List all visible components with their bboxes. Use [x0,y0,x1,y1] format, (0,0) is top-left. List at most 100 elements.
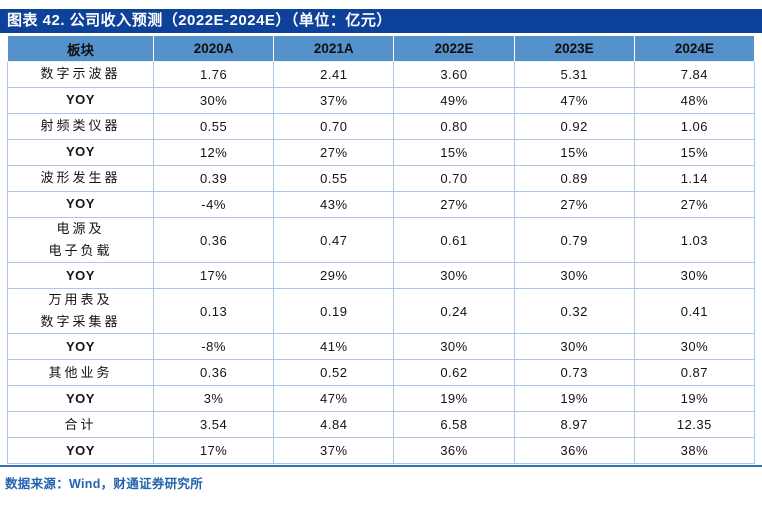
value-cell: 15% [393,139,515,166]
row-label: 万用表及 数字采集器 [7,288,154,335]
value-cell: 12% [152,139,275,166]
value-cell: 30% [393,262,515,290]
column-header-2024e: 2024E [633,35,756,62]
row-label: 射频类仪器 [7,113,154,140]
row-label: YOY [7,191,154,218]
table-row: YOY 3% 47% 19% 19% 19% [7,385,756,413]
value-cell: 0.87 [633,359,756,387]
table-row: YOY 17% 37% 36% 36% 38% [7,437,756,465]
value-cell: 48% [633,87,756,114]
column-header-segment: 板块 [7,35,154,62]
value-cell: 0.55 [273,165,395,192]
value-cell: 8.97 [513,411,635,439]
value-cell: 0.47 [273,216,395,264]
value-cell: 2.41 [273,61,395,88]
row-label: YOY [7,437,154,465]
table-row: 射频类仪器 0.55 0.70 0.80 0.92 1.06 [7,113,756,140]
value-cell: 1.03 [633,216,756,264]
value-cell: 0.70 [273,113,395,140]
value-cell: 0.36 [152,359,275,387]
value-cell: 3% [152,385,275,413]
value-cell: 19% [393,385,515,413]
value-cell: 19% [513,385,635,413]
table-row: 其他业务 0.36 0.52 0.62 0.73 0.87 [7,359,756,387]
value-cell: 0.24 [393,288,515,335]
value-cell: 27% [393,191,515,218]
value-cell: 47% [273,385,395,413]
value-cell: 1.76 [152,61,275,88]
column-header-2023e: 2023E [513,35,635,62]
column-header-2020a: 2020A [152,35,275,62]
column-header-2021a: 2021A [273,35,395,62]
value-cell: 0.62 [393,359,515,387]
table-row: YOY -4% 43% 27% 27% 27% [7,191,756,218]
bottom-rule [0,465,762,468]
row-label: YOY [7,139,154,166]
value-cell: 41% [273,333,395,361]
table-row: 电源及 电子负载 0.36 0.47 0.61 0.79 1.03 [7,216,756,264]
figure-title-bar: 图表 42. 公司收入预测（2022E-2024E）（单位：亿元） [0,9,762,33]
row-label: 数字示波器 [7,61,154,88]
value-cell: 0.61 [393,216,515,264]
value-cell: 30% [633,333,756,361]
value-cell: 0.19 [273,288,395,335]
table-row: YOY 12% 27% 15% 15% 15% [7,139,756,166]
value-cell: 17% [152,437,275,465]
value-cell: 0.13 [152,288,275,335]
table-row: YOY 17% 29% 30% 30% 30% [7,262,756,290]
value-cell: 37% [273,437,395,465]
value-cell: 30% [393,333,515,361]
row-label: YOY [7,333,154,361]
value-cell: 0.39 [152,165,275,192]
value-cell: 38% [633,437,756,465]
value-cell: 6.58 [393,411,515,439]
header-row: 板块 2020A 2021A 2022E 2023E 2024E [7,35,756,62]
row-label: YOY [7,87,154,114]
table-row: YOY -8% 41% 30% 30% 30% [7,333,756,361]
value-cell: 17% [152,262,275,290]
value-cell: 0.70 [393,165,515,192]
value-cell: -4% [152,191,275,218]
value-cell: -8% [152,333,275,361]
table-body: 数字示波器 1.76 2.41 3.60 5.31 7.84 YOY 30% 37% 49% 47%… [7,61,756,465]
value-cell: 5.31 [513,61,635,88]
row-label: 其他业务 [7,359,154,387]
value-cell: 0.41 [633,288,756,335]
value-cell: 0.79 [513,216,635,264]
table-row: 合计 3.54 4.84 6.58 8.97 12.35 [7,411,756,439]
value-cell: 27% [513,191,635,218]
value-cell: 0.92 [513,113,635,140]
value-cell: 36% [513,437,635,465]
value-cell: 43% [273,191,395,218]
value-cell: 1.06 [633,113,756,140]
value-cell: 47% [513,87,635,114]
value-cell: 15% [633,139,756,166]
value-cell: 1.14 [633,165,756,192]
value-cell: 0.55 [152,113,275,140]
value-cell: 36% [393,437,515,465]
value-cell: 27% [273,139,395,166]
table-row: 数字示波器 1.76 2.41 3.60 5.31 7.84 [7,61,756,88]
row-label: 电源及 电子负载 [7,216,154,264]
row-label: 波形发生器 [7,165,154,192]
value-cell: 3.60 [393,61,515,88]
value-cell: 49% [393,87,515,114]
value-cell: 27% [633,191,756,218]
value-cell: 29% [273,262,395,290]
value-cell: 19% [633,385,756,413]
table-row: 万用表及 数字采集器 0.13 0.19 0.24 0.32 0.41 [7,288,756,335]
value-cell: 0.89 [513,165,635,192]
value-cell: 0.73 [513,359,635,387]
value-cell: 0.80 [393,113,515,140]
value-cell: 30% [513,262,635,290]
value-cell: 30% [152,87,275,114]
value-cell: 30% [633,262,756,290]
value-cell: 12.35 [633,411,756,439]
value-cell: 7.84 [633,61,756,88]
value-cell: 37% [273,87,395,114]
row-label: 合计 [7,411,154,439]
value-cell: 15% [513,139,635,166]
value-cell: 4.84 [273,411,395,439]
figure-title: 图表 42. 公司收入预测（2022E-2024E）（单位：亿元） [7,12,392,29]
